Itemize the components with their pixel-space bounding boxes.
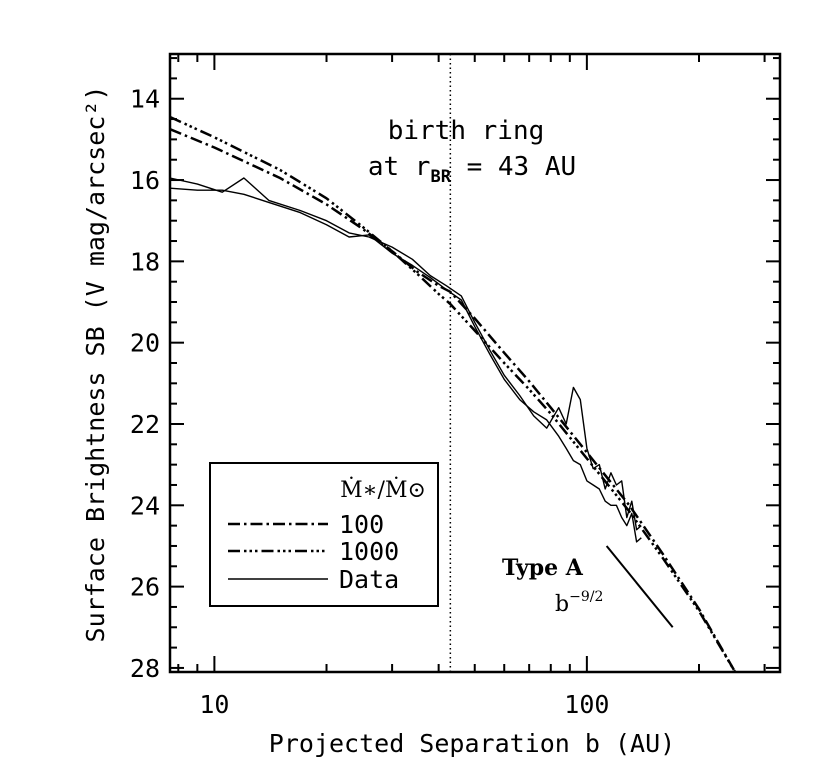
series-100-line-0 bbox=[169, 128, 737, 673]
birth-ring-suffix: = 43 AU bbox=[451, 152, 576, 182]
legend-box bbox=[209, 462, 439, 607]
birth-ring-label-line2: at rBR = 43 AU bbox=[368, 152, 576, 187]
y-tick-label: 16 bbox=[130, 166, 160, 195]
legend: Ṁ∗/Ṁ⊙ 100 1000 Data bbox=[209, 462, 439, 607]
series-data-line-2 bbox=[169, 177, 642, 531]
type-a-label: Type A bbox=[502, 555, 584, 581]
legend-label-data: Data bbox=[339, 565, 399, 594]
x-tick-label: 10 bbox=[199, 690, 229, 719]
y-tick-label: 26 bbox=[130, 573, 160, 602]
y-tick-label: 24 bbox=[130, 491, 160, 520]
birth-ring-label-line1: birth ring bbox=[388, 116, 545, 146]
legend-label-100: 100 bbox=[339, 510, 384, 539]
x-axis-label: Projected Separation b (AU) bbox=[269, 729, 675, 758]
legend-header: Ṁ∗/Ṁ⊙ bbox=[340, 476, 426, 503]
type-a-slope-line bbox=[605, 545, 674, 628]
y-tick-label: 20 bbox=[130, 329, 160, 358]
birth-ring-subscript: BR bbox=[430, 167, 451, 187]
y-tick-label: 18 bbox=[130, 247, 160, 276]
x-tick-label: 100 bbox=[564, 690, 609, 719]
type-a-power-exponent: −9/2 bbox=[569, 589, 603, 605]
series-layer bbox=[169, 115, 737, 673]
series-data-line-3 bbox=[169, 187, 642, 543]
y-tick-label: 14 bbox=[130, 85, 160, 114]
y-axis-label: Surface Brightness SB (V mag/arcsec²) bbox=[81, 86, 110, 643]
legend-label-1000: 1000 bbox=[339, 537, 399, 566]
series-1000-line-1 bbox=[169, 115, 737, 673]
type-a-power: b−9/2 bbox=[555, 589, 603, 617]
type-a-power-base: b bbox=[555, 592, 569, 617]
y-tick-label: 22 bbox=[130, 410, 160, 439]
axis-tick-labels: 14 16 18 20 22 24 26 28 10 100 bbox=[130, 85, 610, 719]
y-tick-label: 28 bbox=[130, 654, 160, 683]
birth-ring-prefix: at r bbox=[368, 152, 431, 182]
